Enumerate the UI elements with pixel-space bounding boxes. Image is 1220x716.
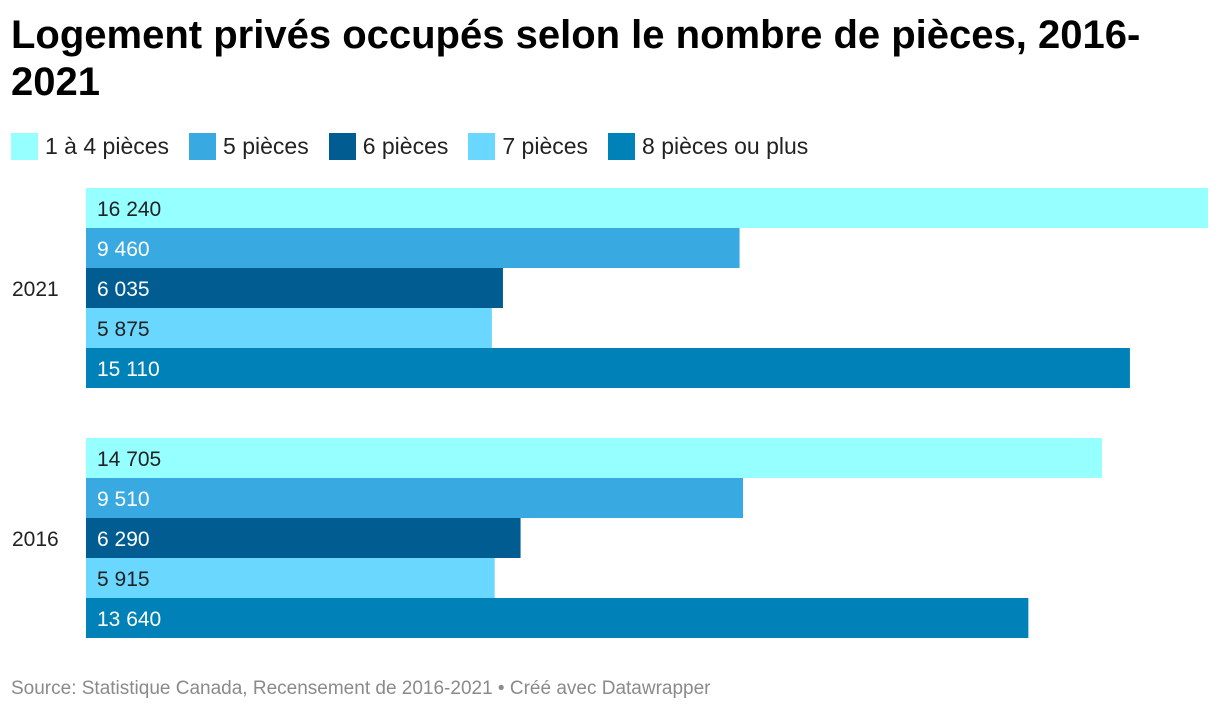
bar xyxy=(86,188,1208,228)
legend-item: 7 pièces xyxy=(468,132,589,160)
bar xyxy=(86,268,503,308)
legend-label: 7 pièces xyxy=(502,132,589,159)
data-label: 5 915 xyxy=(97,568,150,591)
legend-label: 8 pièces ou plus xyxy=(642,132,809,159)
data-label: 15 110 xyxy=(97,358,160,381)
bar xyxy=(86,348,1130,388)
category-label: 2021 xyxy=(12,278,59,301)
legend-item: 8 pièces ou plus xyxy=(608,132,809,160)
bar xyxy=(86,598,1029,638)
bar xyxy=(86,558,495,598)
bar xyxy=(86,518,521,558)
bar xyxy=(86,308,492,348)
source-note: Source: Statistique Canada, Recensement … xyxy=(11,678,711,699)
data-label: 16 240 xyxy=(97,198,161,221)
data-label: 5 875 xyxy=(97,318,150,341)
legend-label: 5 pièces xyxy=(223,132,309,159)
legend-swatch xyxy=(468,132,496,160)
legend: 1 à 4 pièces 5 pièces 6 pièces 7 pièces 8 pi… xyxy=(11,131,828,161)
legend-item: 1 à 4 pièces xyxy=(11,132,170,160)
data-label: 6 290 xyxy=(97,528,150,551)
chart-title: Logement privés occupés selon le nombre … xyxy=(11,13,1141,104)
legend-swatch xyxy=(189,132,217,160)
data-label: 6 035 xyxy=(97,278,150,301)
legend-item: 5 pièces xyxy=(189,132,309,160)
bar xyxy=(86,478,744,518)
legend-item: 6 pièces xyxy=(328,132,449,160)
data-label: 13 640 xyxy=(97,608,161,631)
bar xyxy=(86,438,1102,478)
data-label: 9 460 xyxy=(97,238,150,261)
data-label: 9 510 xyxy=(97,488,150,511)
data-label: 14 705 xyxy=(97,448,161,471)
legend-label: 1 à 4 pièces xyxy=(45,132,170,159)
legend-swatch xyxy=(608,132,636,160)
category-label: 2016 xyxy=(12,528,59,551)
legend-swatch xyxy=(328,132,356,160)
legend-label: 6 pièces xyxy=(362,132,449,159)
legend-swatch xyxy=(11,132,38,160)
bar xyxy=(86,228,740,268)
